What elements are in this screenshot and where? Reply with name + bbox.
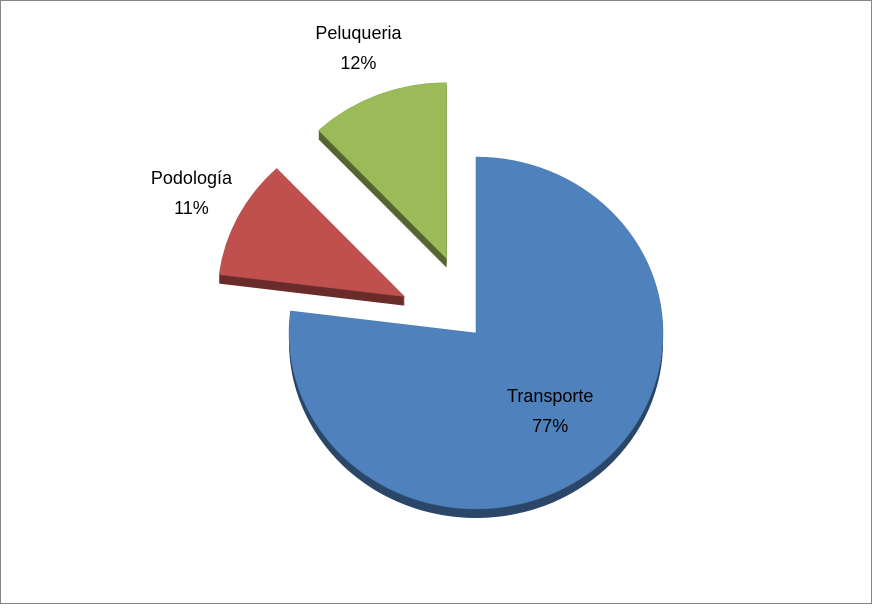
slice-label: Peluqueria — [315, 23, 402, 43]
slice-label: Transporte — [507, 386, 593, 406]
slice-label: Podología — [151, 168, 233, 188]
slice-value-label: 12% — [340, 53, 376, 73]
slice-value-label: 77% — [532, 416, 568, 436]
slice — [288, 156, 664, 510]
slice-value-label: 11% — [174, 198, 209, 218]
slice — [318, 82, 447, 260]
slice — [218, 168, 406, 298]
